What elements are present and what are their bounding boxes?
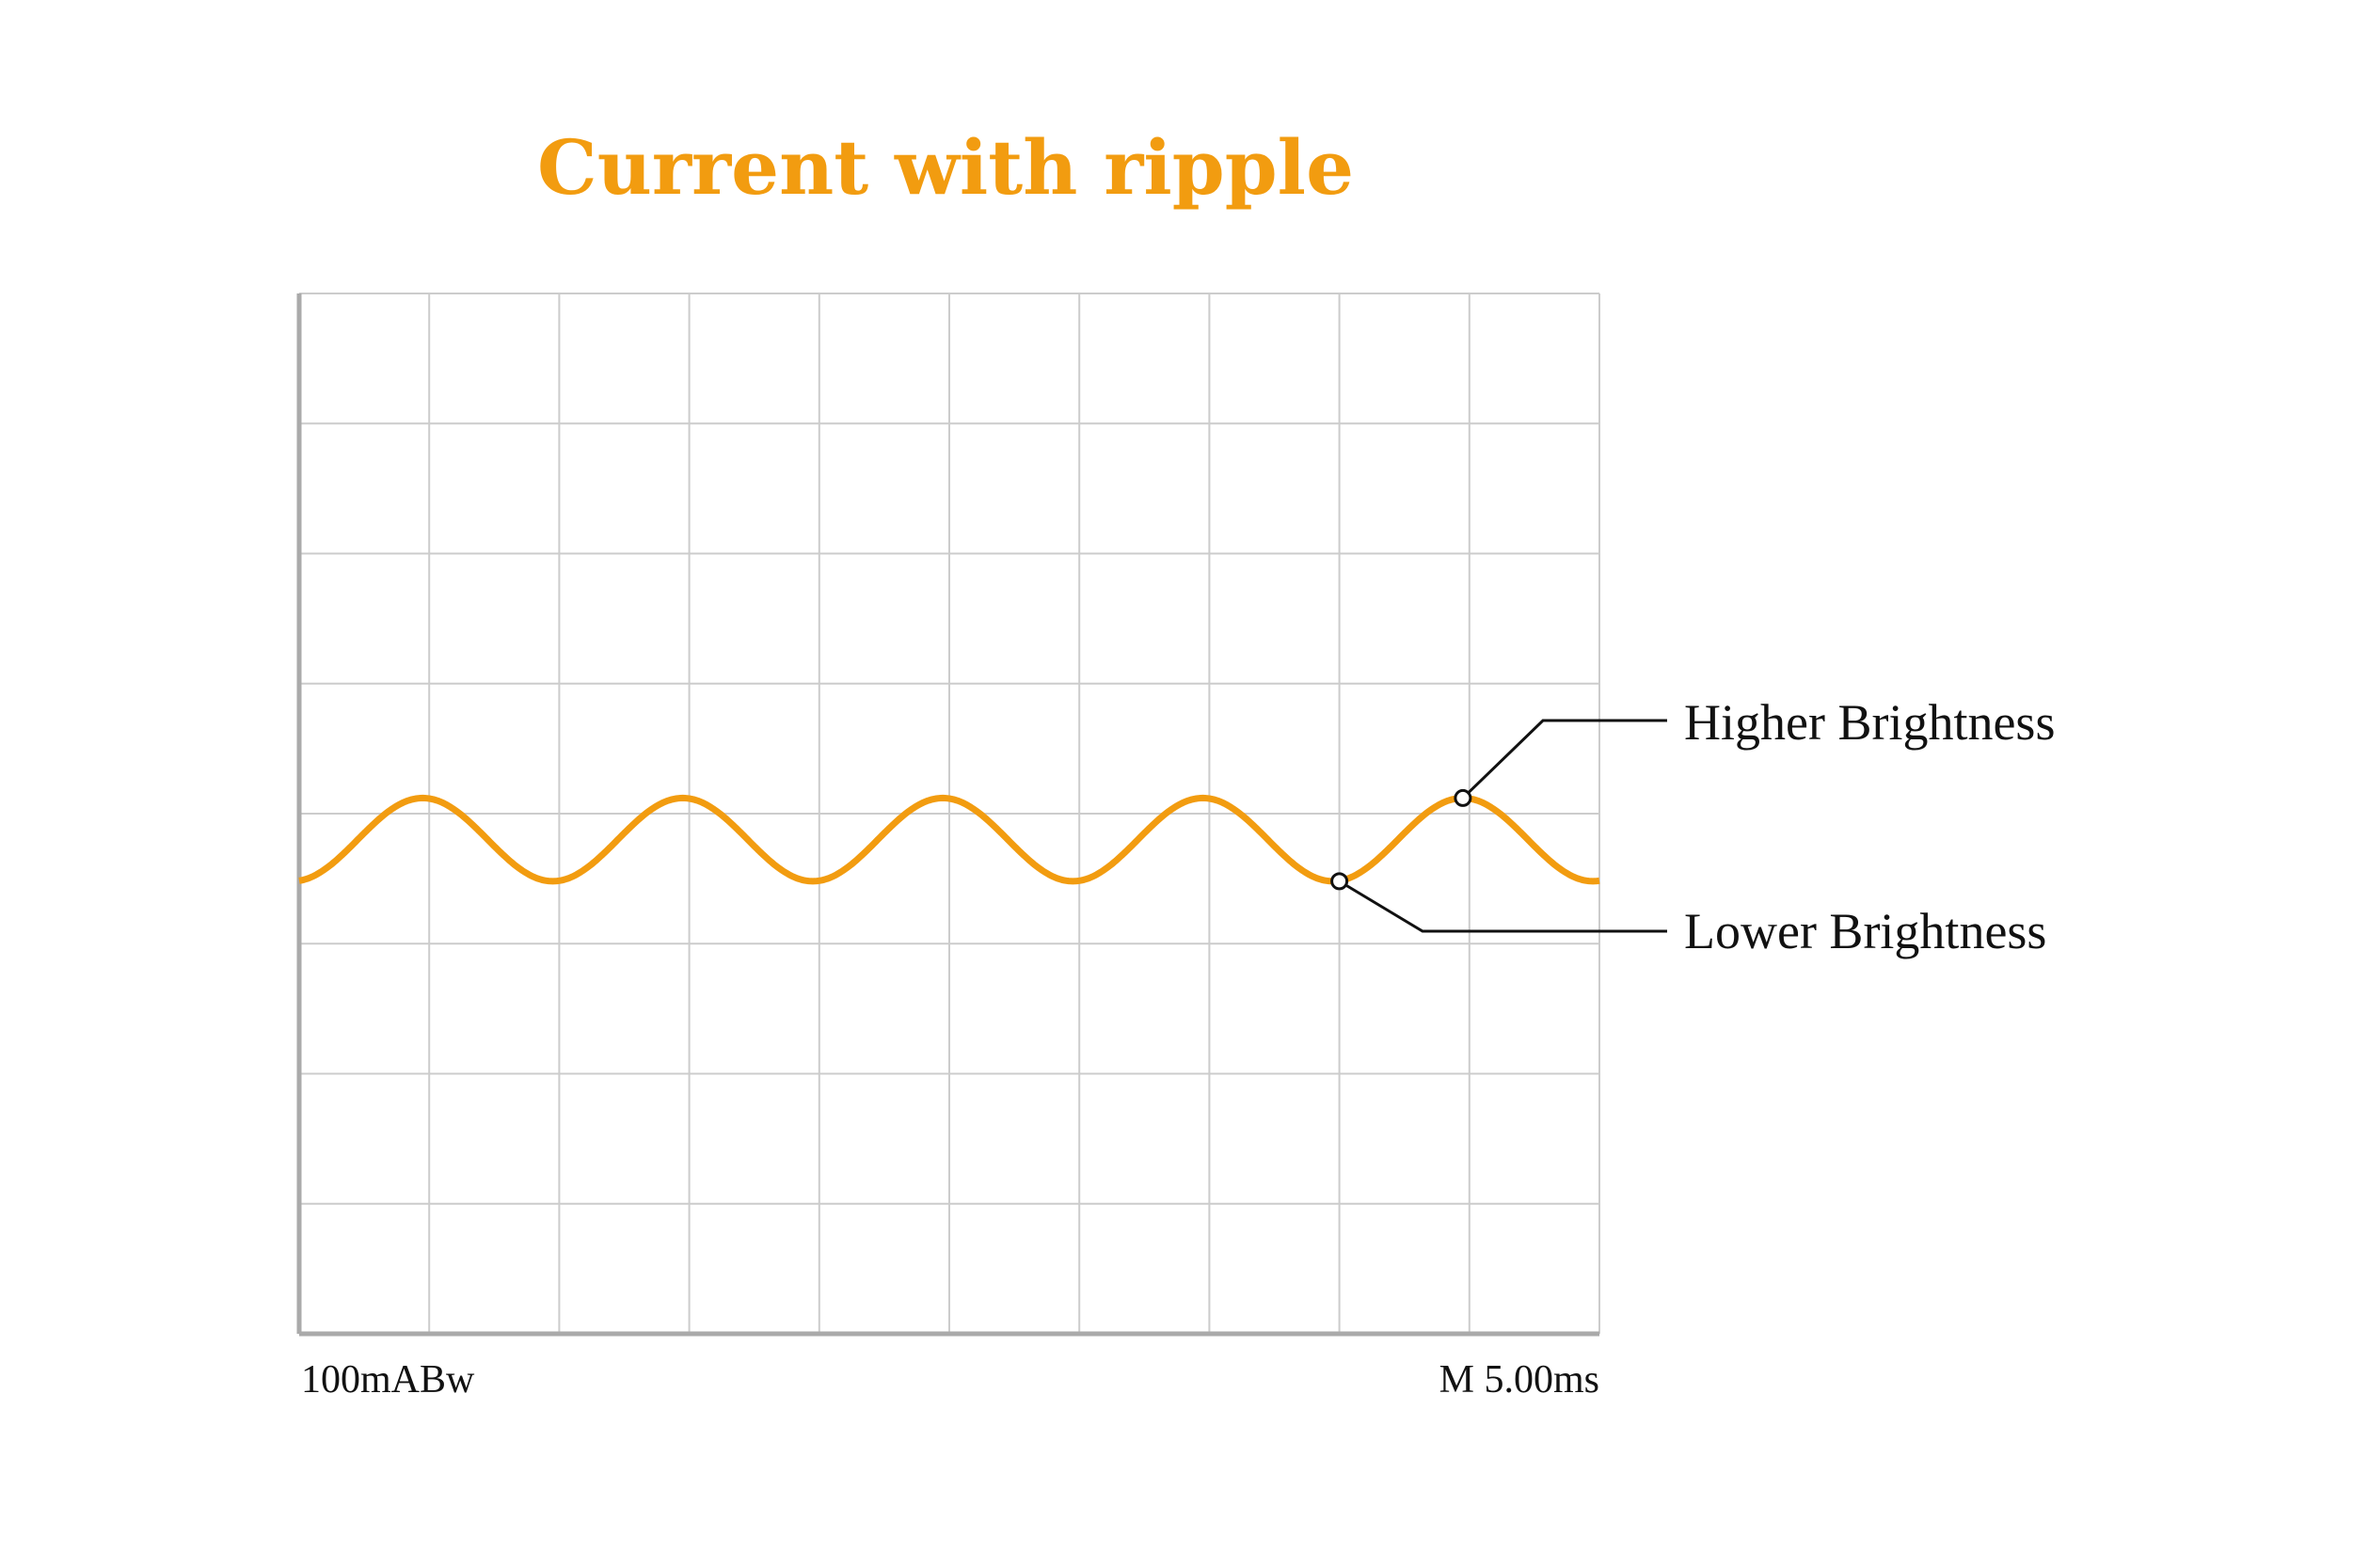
channel-scale-label: 100mABw — [301, 1358, 475, 1402]
annotation-leader — [1338, 879, 1667, 933]
annotation-label: Lower Brightness — [1684, 903, 2046, 959]
chart-title: Current with ripple — [537, 123, 1354, 212]
trace-line — [297, 794, 1601, 885]
annotation-marker — [1330, 872, 1349, 891]
grid — [299, 293, 1600, 1334]
annotation-leader — [1461, 719, 1667, 800]
annotations: Higher Brightness Lower Brightness — [1330, 694, 2055, 959]
series-trace — [297, 794, 1601, 885]
timebase-label: M 5.00ms — [1439, 1358, 1599, 1402]
axes — [296, 293, 1599, 1337]
annotation-label: Higher Brightness — [1684, 694, 2055, 751]
annotation-marker — [1454, 788, 1472, 807]
